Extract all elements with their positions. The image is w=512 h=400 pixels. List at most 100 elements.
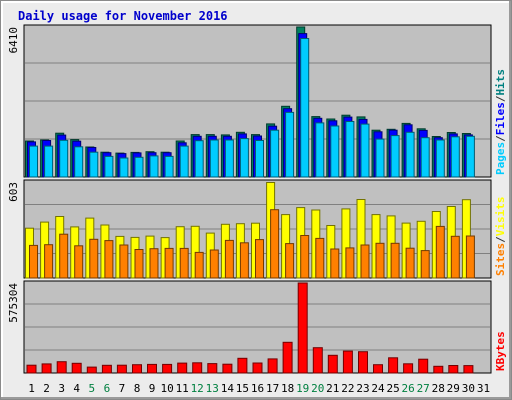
bar-sites-day-20 bbox=[315, 237, 325, 279]
bar-pages-day-27 bbox=[420, 137, 430, 178]
bar-pages-day-6 bbox=[104, 155, 114, 178]
legend-entry-slash: / bbox=[494, 135, 507, 142]
bar-sites-day-3 bbox=[59, 233, 69, 279]
legend-entry-kbytes: KBytes bbox=[494, 331, 507, 371]
bar-sites-day-23 bbox=[360, 244, 370, 279]
panel-visits-sites-max-label: 603 bbox=[7, 182, 20, 202]
panel-kbytes-max-label: 575304 bbox=[7, 283, 20, 323]
x-tick-label-7: 7 bbox=[119, 382, 126, 395]
bar-sites-day-27 bbox=[420, 250, 430, 279]
x-tick-label-2: 2 bbox=[43, 382, 50, 395]
bar-kbytes-day-7 bbox=[116, 364, 127, 374]
bar-sites-day-24 bbox=[375, 242, 385, 279]
legend-entry-slash: / bbox=[494, 95, 507, 102]
bar-sites-day-21 bbox=[330, 248, 340, 279]
bar-sites-day-14 bbox=[224, 239, 234, 279]
x-tick-label-17: 17 bbox=[266, 382, 279, 395]
bar-kbytes-day-22 bbox=[342, 350, 353, 374]
bar-sites-day-28 bbox=[435, 225, 445, 279]
bar-sites-day-12 bbox=[194, 251, 204, 279]
x-tick-label-4: 4 bbox=[73, 382, 80, 395]
bar-sites-day-17 bbox=[270, 209, 280, 279]
bar-pages-day-19 bbox=[300, 38, 310, 178]
bar-pages-day-17 bbox=[270, 129, 280, 178]
bar-pages-day-29 bbox=[450, 136, 460, 178]
bar-kbytes-day-27 bbox=[418, 358, 429, 374]
bar-sites-day-1 bbox=[29, 244, 38, 279]
x-tick-label-14: 14 bbox=[221, 382, 235, 395]
x-tick-label-9: 9 bbox=[149, 382, 156, 395]
x-tick-label-3: 3 bbox=[58, 382, 65, 395]
bar-kbytes-day-25 bbox=[388, 357, 399, 374]
bar-sites-day-13 bbox=[209, 249, 219, 279]
bar-kbytes-day-1 bbox=[26, 364, 37, 374]
bar-sites-day-8 bbox=[134, 249, 144, 279]
bar-kbytes-day-11 bbox=[177, 362, 188, 374]
bar-pages-day-1 bbox=[29, 145, 38, 178]
bar-kbytes-day-17 bbox=[267, 358, 278, 374]
x-tick-label-1: 1 bbox=[28, 382, 35, 395]
x-tick-label-5: 5 bbox=[88, 382, 95, 395]
bar-sites-day-16 bbox=[255, 239, 264, 279]
x-tick-label-22: 22 bbox=[341, 382, 354, 395]
bar-sites-day-30 bbox=[465, 235, 475, 279]
bar-pages-day-4 bbox=[74, 146, 84, 178]
bar-kbytes-day-15 bbox=[237, 357, 248, 374]
bar-pages-day-14 bbox=[224, 139, 234, 178]
bar-sites-day-10 bbox=[164, 247, 174, 279]
bar-sites-day-11 bbox=[179, 247, 189, 279]
bar-pages-day-21 bbox=[330, 125, 340, 178]
legend-entry-sites: Sites bbox=[494, 243, 507, 276]
bar-kbytes-day-9 bbox=[147, 363, 157, 374]
x-tick-label-10: 10 bbox=[160, 382, 173, 395]
bar-kbytes-day-26 bbox=[403, 363, 414, 374]
bar-pages-day-18 bbox=[285, 111, 295, 178]
x-tick-label-13: 13 bbox=[206, 382, 219, 395]
bar-sites-day-15 bbox=[239, 242, 249, 279]
chart-title: Daily usage for November 2016 bbox=[18, 9, 228, 23]
bar-kbytes-day-13 bbox=[207, 363, 218, 374]
panel-kbytes-legend: KBytes bbox=[494, 331, 507, 371]
bar-kbytes-day-2 bbox=[41, 363, 52, 374]
x-tick-label-15: 15 bbox=[236, 382, 249, 395]
bar-sites-day-26 bbox=[405, 247, 415, 279]
x-tick-label-24: 24 bbox=[371, 382, 385, 395]
bar-pages-day-11 bbox=[179, 145, 189, 178]
bar-kbytes-day-16 bbox=[252, 362, 263, 374]
bar-pages-day-25 bbox=[390, 135, 400, 178]
x-tick-label-30: 30 bbox=[462, 382, 475, 395]
bar-sites-day-6 bbox=[104, 240, 114, 279]
legend-entry-pages: Pages bbox=[494, 142, 507, 175]
bar-pages-day-9 bbox=[149, 155, 159, 178]
bar-pages-day-7 bbox=[119, 157, 129, 178]
bar-pages-day-24 bbox=[375, 138, 385, 178]
bar-kbytes-day-30 bbox=[463, 365, 474, 374]
bar-kbytes-day-3 bbox=[56, 361, 67, 374]
bar-kbytes-day-5 bbox=[86, 366, 97, 374]
bar-kbytes-day-10 bbox=[162, 363, 173, 374]
bar-sites-day-19 bbox=[300, 235, 310, 279]
bar-kbytes-day-12 bbox=[192, 362, 203, 374]
bar-pages-day-20 bbox=[315, 122, 325, 178]
legend-entry-visits: Visits bbox=[494, 197, 507, 237]
x-tick-label-11: 11 bbox=[176, 382, 189, 395]
bar-pages-day-2 bbox=[44, 145, 54, 178]
x-tick-label-21: 21 bbox=[326, 382, 339, 395]
bar-sites-day-22 bbox=[345, 247, 355, 279]
bar-pages-day-12 bbox=[194, 140, 204, 178]
bar-kbytes-day-20 bbox=[312, 347, 323, 374]
panel-hits-files-pages-max-label: 6410 bbox=[7, 27, 20, 54]
bar-sites-day-5 bbox=[89, 238, 99, 279]
x-tick-label-16: 16 bbox=[251, 382, 264, 395]
legend-entry-slash: / bbox=[494, 236, 507, 243]
bar-pages-day-30 bbox=[465, 135, 475, 178]
x-tick-label-28: 28 bbox=[432, 382, 445, 395]
bar-kbytes-day-8 bbox=[132, 364, 142, 374]
bar-pages-day-16 bbox=[255, 140, 264, 178]
x-tick-label-18: 18 bbox=[281, 382, 294, 395]
x-tick-label-8: 8 bbox=[134, 382, 141, 395]
bar-sites-day-7 bbox=[119, 244, 129, 279]
x-tick-label-6: 6 bbox=[104, 382, 111, 395]
bar-kbytes-day-23 bbox=[358, 351, 368, 374]
